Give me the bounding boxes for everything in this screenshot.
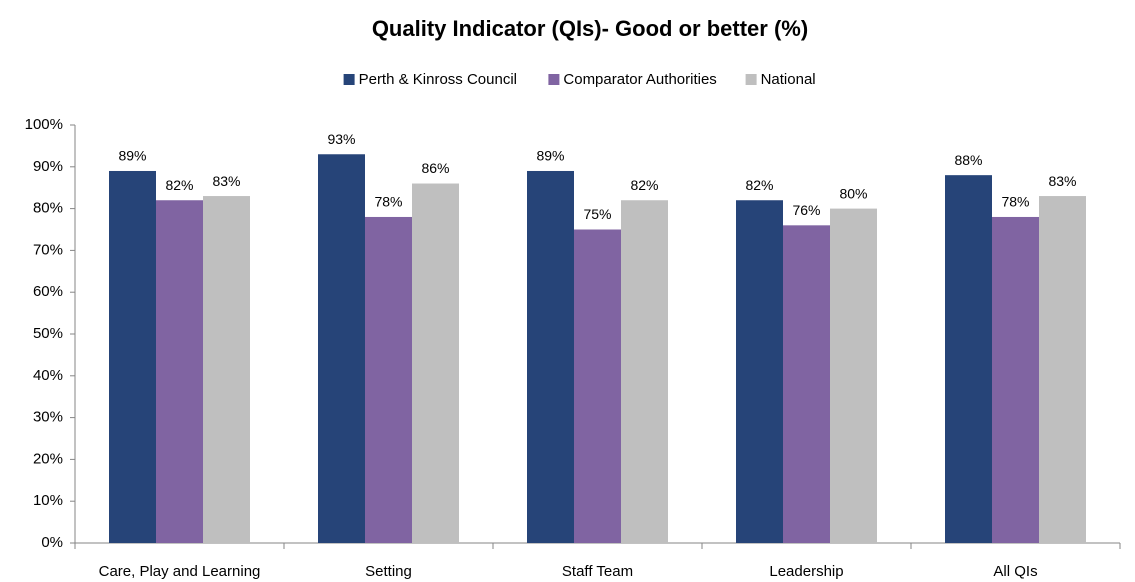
bar — [156, 200, 203, 544]
legend-swatch — [745, 74, 757, 85]
value-label: 75% — [583, 206, 611, 222]
bar — [527, 170, 574, 544]
y-tick-label: 70% — [33, 241, 63, 258]
x-tick-label: Staff Team — [562, 563, 633, 580]
legend-label: Perth & Kinross Council — [359, 71, 517, 88]
value-label: 82% — [630, 177, 658, 193]
value-label: 86% — [421, 160, 449, 176]
y-tick-label: 0% — [41, 534, 63, 551]
x-tick-label: Care, Play and Learning — [99, 563, 261, 580]
legend-swatch — [343, 74, 355, 85]
value-label: 83% — [1048, 173, 1076, 189]
bar — [1039, 196, 1086, 543]
bar — [783, 225, 830, 543]
bar — [621, 200, 668, 544]
bar — [736, 200, 783, 544]
value-label: 88% — [954, 152, 982, 168]
value-label: 89% — [536, 148, 564, 164]
y-tick-label: 30% — [33, 409, 63, 426]
legend-label: National — [761, 71, 816, 88]
x-tick-label: Leadership — [769, 563, 843, 580]
bar — [412, 183, 459, 543]
value-label: 78% — [374, 194, 402, 210]
bar — [945, 175, 992, 543]
value-label: 82% — [165, 177, 193, 193]
chart-title: Quality Indicator (QIs)- Good or better … — [372, 16, 808, 41]
value-label: 82% — [745, 177, 773, 193]
y-tick-label: 10% — [33, 492, 63, 509]
bar — [574, 229, 621, 543]
bar — [365, 216, 412, 543]
value-label: 76% — [792, 202, 820, 218]
legend-label: Comparator Authorities — [563, 71, 716, 88]
x-tick-label: Setting — [365, 563, 412, 580]
y-tick-label: 100% — [25, 116, 63, 133]
x-tick-label: All QIs — [993, 563, 1037, 580]
legend-swatch — [548, 74, 560, 85]
bar — [203, 196, 250, 543]
value-label: 80% — [839, 185, 867, 201]
bar — [318, 154, 365, 543]
y-tick-label: 60% — [33, 283, 63, 300]
y-tick-label: 20% — [33, 450, 63, 467]
bar — [830, 208, 877, 543]
value-label: 93% — [327, 131, 355, 147]
y-tick-label: 40% — [33, 367, 63, 384]
y-tick-label: 90% — [33, 158, 63, 175]
bar — [109, 170, 156, 544]
bar — [992, 216, 1039, 543]
value-label: 78% — [1001, 194, 1029, 210]
y-tick-label: 80% — [33, 200, 63, 217]
value-label: 83% — [212, 173, 240, 189]
y-tick-label: 50% — [33, 325, 63, 342]
value-label: 89% — [118, 148, 146, 164]
